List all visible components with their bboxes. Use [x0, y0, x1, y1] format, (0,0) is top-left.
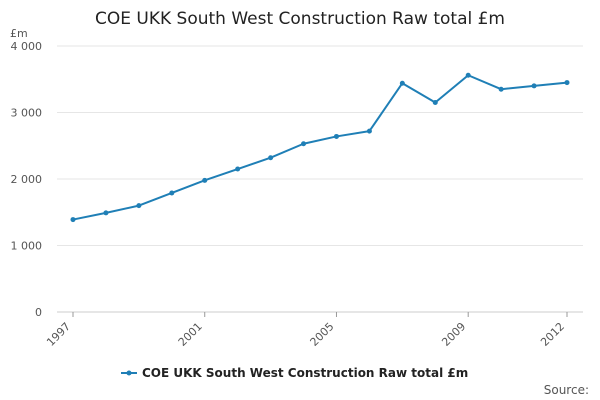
y-tick-label: 0 — [35, 306, 42, 319]
data-point[interactable] — [366, 128, 372, 134]
chart-title: COE UKK South West Construction Raw tota… — [95, 9, 505, 29]
data-point[interactable] — [103, 210, 109, 216]
data-point[interactable] — [169, 190, 175, 196]
data-point[interactable] — [202, 177, 208, 183]
data-point[interactable] — [432, 100, 438, 106]
x-tick-label: 1997 — [44, 320, 73, 349]
y-tick-label: 4 000 — [11, 40, 43, 53]
gridlines — [57, 45, 583, 313]
data-point[interactable] — [465, 72, 471, 78]
source-label: Source: — [544, 383, 589, 397]
data-point[interactable] — [235, 166, 241, 172]
data-point[interactable] — [268, 155, 274, 161]
series-line — [72, 74, 568, 221]
data-point[interactable] — [399, 80, 405, 86]
legend-label: COE UKK South West Construction Raw tota… — [142, 366, 468, 380]
data-point[interactable] — [333, 133, 339, 139]
y-axis-unit: £m — [10, 27, 28, 40]
y-axis-tick-labels: 0 1 000 2 000 3 000 4 000 — [11, 40, 43, 319]
x-axis: 1997 2001 2005 2009 2012 — [44, 312, 568, 349]
y-tick-label: 3 000 — [11, 107, 43, 120]
x-tick-label: 2009 — [439, 320, 468, 349]
data-point[interactable] — [498, 86, 504, 92]
series-layer — [70, 72, 570, 223]
y-tick-label: 2 000 — [11, 173, 43, 186]
data-point[interactable] — [564, 80, 570, 86]
data-point[interactable] — [301, 141, 307, 147]
data-point[interactable] — [136, 203, 142, 209]
x-tick-label: 2005 — [308, 320, 337, 349]
data-point[interactable] — [531, 83, 537, 89]
legend-swatch-marker — [126, 370, 132, 376]
y-tick-label: 1 000 — [11, 240, 43, 253]
x-tick-label: 2012 — [538, 320, 567, 349]
legend[interactable]: COE UKK South West Construction Raw tota… — [121, 366, 468, 380]
data-point[interactable] — [70, 217, 76, 223]
x-tick-label: 2001 — [176, 320, 205, 349]
